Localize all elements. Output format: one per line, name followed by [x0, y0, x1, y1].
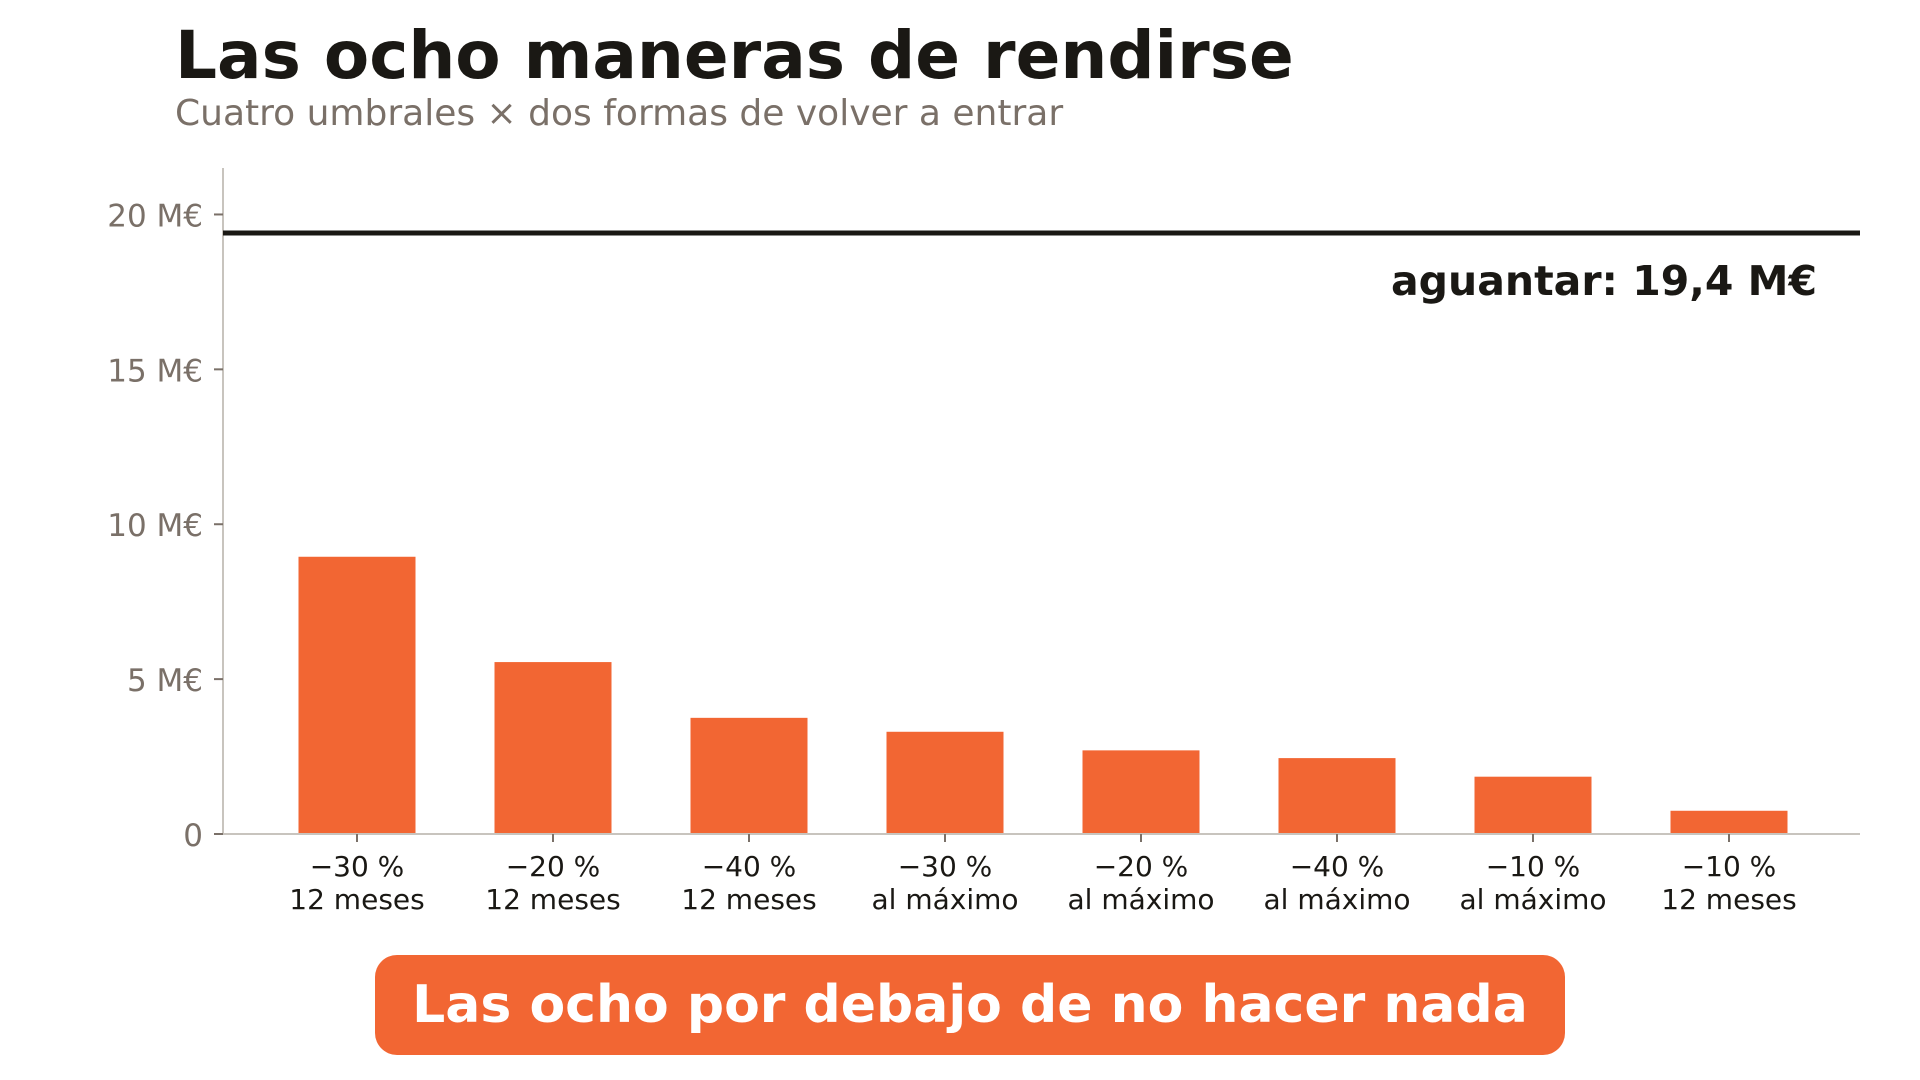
bar: [886, 731, 1004, 834]
x-tick-label: −30 %: [310, 850, 405, 883]
x-tick-label: −30 %: [898, 850, 993, 883]
bar: [1278, 758, 1396, 834]
bar: [690, 717, 808, 834]
x-tick-label: al máximo: [871, 883, 1018, 916]
bar: [1670, 810, 1788, 834]
x-tick-label: al máximo: [1459, 883, 1606, 916]
x-tick-label: −20 %: [1094, 850, 1189, 883]
x-tick-label: 12 meses: [681, 883, 816, 916]
reference-line-label: aguantar: 19,4 M€: [1391, 257, 1817, 305]
y-tick-label: 0: [183, 818, 203, 854]
bar: [494, 662, 612, 834]
bar: [1474, 776, 1592, 834]
x-axis: −30 %12 meses−20 %12 meses−40 %12 meses−…: [223, 833, 1860, 916]
callout-text: Las ocho por debajo de no hacer nada: [412, 975, 1528, 1035]
chart-subtitle: Cuatro umbrales × dos formas de volver a…: [175, 93, 1064, 134]
bars: [298, 556, 1788, 834]
x-tick-label: 12 meses: [485, 883, 620, 916]
x-tick-label: −20 %: [506, 850, 601, 883]
y-tick-label: 15 M€: [107, 353, 203, 389]
x-tick-label: −40 %: [702, 850, 797, 883]
x-tick-label: 12 meses: [1661, 883, 1796, 916]
bar: [1082, 750, 1200, 834]
callout-banner: Las ocho por debajo de no hacer nada: [375, 955, 1565, 1055]
x-tick-label: −10 %: [1486, 850, 1581, 883]
y-tick-label: 20 M€: [107, 198, 203, 234]
x-tick-label: al máximo: [1067, 883, 1214, 916]
bar: [298, 556, 416, 834]
x-tick-label: 12 meses: [289, 883, 424, 916]
x-tick-label: al máximo: [1263, 883, 1410, 916]
x-tick-label: −10 %: [1682, 850, 1777, 883]
x-tick-label: −40 %: [1290, 850, 1385, 883]
reference-line-group: aguantar: 19,4 M€: [223, 230, 1860, 305]
chart-title: Las ocho maneras de rendirse: [175, 17, 1294, 94]
y-tick-label: 5 M€: [127, 663, 203, 699]
bar-chart: 05 M€10 M€15 M€20 M€ −30 %12 meses−20 %1…: [107, 168, 1860, 916]
y-tick-label: 10 M€: [107, 508, 203, 544]
y-axis: 0 5 M€ 10 M€ 15 M€ 20 M€: [107, 168, 224, 854]
